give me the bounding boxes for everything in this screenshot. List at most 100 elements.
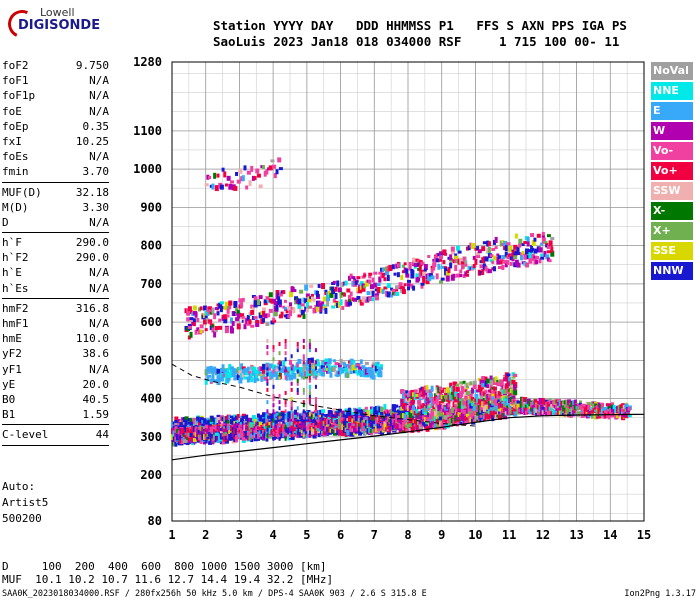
echo-mark bbox=[197, 428, 201, 434]
echo-mark bbox=[407, 286, 410, 291]
echo-mark bbox=[250, 165, 254, 172]
echo-mark bbox=[612, 404, 616, 410]
echo-mark bbox=[499, 388, 503, 393]
echo-mark bbox=[282, 305, 286, 309]
echo-mark bbox=[471, 403, 475, 407]
echo-mark bbox=[462, 256, 466, 261]
echo-mark bbox=[535, 256, 540, 260]
echo-mark bbox=[366, 296, 370, 302]
x-tick-label: 8 bbox=[404, 528, 411, 542]
echo-mark bbox=[342, 281, 346, 286]
echo-mark bbox=[499, 398, 503, 403]
echo-mark bbox=[364, 361, 369, 365]
echo-mark bbox=[481, 391, 485, 396]
echo-mark bbox=[292, 428, 296, 432]
echo-mark bbox=[268, 298, 273, 303]
echo-mark bbox=[240, 176, 244, 182]
echo-mark bbox=[230, 437, 234, 441]
echo-mark bbox=[410, 283, 414, 289]
echo-mark bbox=[484, 413, 488, 420]
echo-mark bbox=[482, 263, 486, 270]
echo-mark bbox=[540, 242, 544, 246]
echo-mark bbox=[454, 401, 458, 405]
echo-mark bbox=[172, 421, 176, 427]
echo-mark bbox=[428, 413, 432, 419]
echo-mark bbox=[530, 401, 534, 405]
echo-mark bbox=[253, 369, 257, 374]
echo-mark bbox=[199, 306, 203, 311]
echo-mark bbox=[462, 418, 466, 425]
echo-mark bbox=[405, 405, 409, 410]
echo-mark bbox=[486, 384, 490, 389]
echo-mark bbox=[540, 256, 545, 260]
echo-mark bbox=[344, 423, 348, 428]
param-value: 3.30 bbox=[82, 200, 110, 214]
echo-mark bbox=[555, 412, 559, 416]
echo-mark bbox=[474, 415, 479, 421]
echo-mark bbox=[356, 363, 361, 367]
echo-mark bbox=[317, 300, 321, 306]
echo-mark bbox=[471, 243, 476, 250]
echo-mark bbox=[356, 276, 361, 280]
echo-mark bbox=[572, 400, 576, 406]
echo-mark bbox=[179, 422, 183, 428]
plot-frame bbox=[171, 61, 645, 522]
echo-mark bbox=[422, 386, 426, 390]
echo-mark bbox=[464, 418, 468, 425]
file-info-footer: SAA0K_2023018034000.RSF / 280fx256h 50 k… bbox=[2, 589, 427, 599]
x-tick-label: 14 bbox=[603, 528, 617, 542]
echo-mark bbox=[578, 402, 582, 407]
echo-mark bbox=[272, 421, 275, 426]
echo-mark bbox=[492, 399, 497, 404]
echo-mark bbox=[477, 398, 482, 404]
echo-mark bbox=[359, 429, 363, 434]
echo-mark bbox=[324, 361, 328, 365]
echo-mark bbox=[511, 403, 515, 410]
echo-mark bbox=[309, 296, 313, 300]
echo-mark bbox=[385, 427, 389, 432]
echo-mark bbox=[251, 415, 256, 422]
echo-mark bbox=[481, 269, 485, 276]
echo-mark bbox=[300, 421, 304, 427]
echo-mark bbox=[546, 234, 551, 238]
echo-mark bbox=[383, 420, 387, 424]
echo-mark bbox=[275, 169, 279, 175]
echo-mark bbox=[432, 264, 436, 271]
echo-mark bbox=[486, 240, 490, 247]
echo-mark bbox=[405, 428, 410, 432]
echo-mark bbox=[297, 368, 301, 372]
echo-mark bbox=[317, 283, 321, 288]
echo-mark bbox=[366, 368, 370, 373]
x-tick-label: 1 bbox=[168, 528, 175, 542]
echo-mark bbox=[425, 396, 429, 400]
echo-mark bbox=[376, 283, 381, 287]
echo-mark bbox=[390, 287, 394, 291]
echo-mark bbox=[525, 398, 528, 402]
echo-mark bbox=[255, 378, 260, 382]
echo-mark bbox=[199, 437, 203, 444]
echo-mark bbox=[353, 297, 358, 302]
echo-mark bbox=[230, 419, 233, 425]
echo-mark bbox=[290, 354, 293, 359]
echo-mark bbox=[604, 407, 609, 411]
echo-mark bbox=[282, 290, 286, 295]
x-tick-label: 7 bbox=[371, 528, 378, 542]
echo-mark bbox=[292, 307, 296, 314]
echo-mark bbox=[489, 405, 494, 412]
echo-mark bbox=[413, 394, 417, 400]
echo-mark bbox=[226, 367, 230, 372]
echo-mark bbox=[455, 260, 459, 264]
echo-mark bbox=[235, 307, 239, 312]
echo-mark bbox=[219, 424, 223, 428]
echo-mark bbox=[371, 297, 375, 302]
echo-mark bbox=[297, 303, 302, 309]
echo-mark bbox=[417, 277, 421, 282]
echo-mark bbox=[492, 380, 497, 386]
echo-mark bbox=[326, 370, 330, 374]
echo-mark bbox=[284, 341, 287, 346]
echo-mark bbox=[501, 254, 506, 259]
echo-mark bbox=[587, 412, 591, 416]
echo-mark bbox=[514, 400, 518, 405]
echo-mark bbox=[423, 268, 427, 272]
echo-mark bbox=[245, 372, 249, 376]
